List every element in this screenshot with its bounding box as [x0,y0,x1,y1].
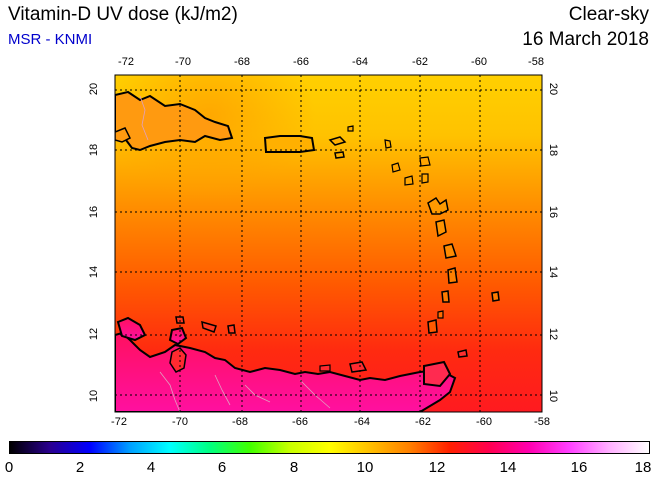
colorbar-label: 14 [499,459,517,476]
lon-tick-top: -72 [118,56,134,68]
lat-tick-right: 16 [547,205,559,219]
colorbar-label: 8 [289,459,299,476]
lat-tick-left: 20 [88,82,100,96]
map-title: Vitamin-D UV dose (kJ/m2) [8,4,238,25]
grenada [427,319,438,334]
lon-tick-top: -70 [175,56,191,68]
lon-tick-top: -64 [352,56,368,68]
tobago [457,349,468,358]
lat-tick-right: 10 [547,389,559,403]
margarita [349,361,368,373]
island-d [419,156,431,167]
puerto-rico [263,135,316,153]
lake-maracaibo [169,347,187,373]
lon-tick-bottom: -68 [232,416,248,428]
island-b [391,162,401,173]
paraguana-peninsula [168,326,188,346]
source-label: MSR - KNMI [8,31,93,48]
mode-label: Clear-sky [568,4,649,25]
island-east-pr [334,151,345,159]
trinidad [423,360,452,388]
lat-tick-right: 14 [547,265,559,279]
colorbar [9,441,650,454]
lat-tick-left: 12 [88,327,100,341]
lon-tick-bottom: -64 [354,416,370,428]
dominica [435,219,447,238]
bonaire [227,324,236,334]
hispaniola-southwest [115,127,132,143]
colorbar-label: 16 [570,459,588,476]
lon-tick-top: -68 [234,56,250,68]
island-a [384,139,392,149]
st-vincent [441,290,450,303]
lon-tick-bottom: -58 [534,416,550,428]
south-america-landmass [115,331,457,412]
virgin-islands [328,136,347,146]
lon-tick-bottom: -62 [415,416,431,428]
lat-tick-left: 10 [88,389,100,403]
lon-tick-top: -62 [412,56,428,68]
map-frame [114,74,543,413]
island-e [421,173,429,184]
guadeloupe [427,196,449,215]
colorbar-label: 10 [356,459,374,476]
colorbar-label: 4 [146,459,156,476]
lat-tick-right: 12 [547,327,559,341]
lon-tick-bottom: -60 [476,416,492,428]
island-c [404,175,414,186]
lon-tick-bottom: -72 [111,416,127,428]
lon-tick-top: -60 [471,56,487,68]
curacao [201,320,217,333]
lat-tick-left: 16 [88,205,100,219]
lon-tick-bottom: -66 [292,416,308,428]
martinique [443,243,457,259]
hispaniola [115,90,234,152]
colorbar-label: 12 [428,459,446,476]
anguilla [347,125,354,132]
st-lucia [447,267,458,284]
grenadines [437,310,444,319]
colorbar-label: 2 [75,459,85,476]
lat-tick-right: 20 [547,82,559,96]
lon-tick-bottom: -70 [172,416,188,428]
lat-tick-left: 18 [88,143,100,157]
barbados [491,291,500,302]
island-f [319,364,331,372]
lon-tick-top: -66 [293,56,309,68]
graticule [115,75,542,412]
lat-tick-right: 18 [547,143,559,157]
colorbar-label: 18 [634,459,652,476]
lat-tick-left: 14 [88,265,100,279]
date-label: 16 March 2018 [522,29,649,50]
colorbar-label: 6 [217,459,227,476]
colorbar-label: 0 [4,459,14,476]
lon-tick-top: -58 [528,56,544,68]
